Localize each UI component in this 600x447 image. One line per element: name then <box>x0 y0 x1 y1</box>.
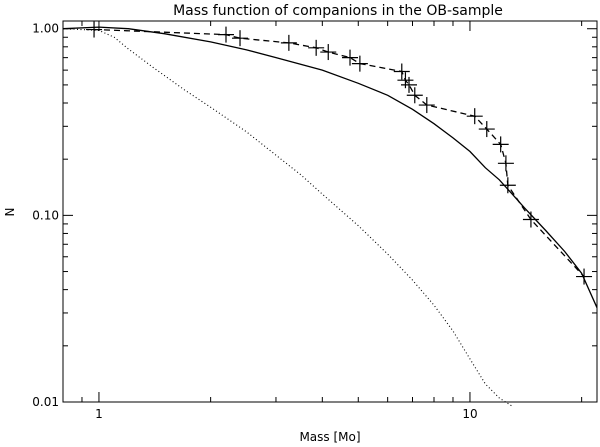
plot-frame <box>62 20 598 403</box>
series-2-line <box>62 28 513 407</box>
axis-ticks <box>62 21 597 403</box>
plus-marker <box>406 87 423 104</box>
plus-marker <box>400 76 417 93</box>
y-tick-label: 1.00 <box>32 22 59 36</box>
plus-marker <box>351 55 368 72</box>
plus-marker <box>492 136 509 153</box>
chart-title: Mass function of companions in the OB-sa… <box>173 3 503 19</box>
plus-marker <box>576 268 593 285</box>
plus-marker <box>342 49 359 66</box>
plus-marker <box>418 97 435 114</box>
plus-marker <box>217 26 234 43</box>
y-tick-label: 0.01 <box>32 395 59 409</box>
plus-marker <box>397 72 414 89</box>
x-axis-label: Mass [Mo] <box>299 430 360 444</box>
x-tick-label: 10 <box>462 407 477 421</box>
plus-marker <box>393 63 410 80</box>
plus-marker <box>497 155 514 172</box>
plus-marker <box>86 21 103 38</box>
plus-marker <box>308 39 325 56</box>
series-layer <box>62 26 598 407</box>
y-tick-label: 0.10 <box>32 208 59 222</box>
plus-marker <box>320 44 337 61</box>
series-0-line <box>93 28 585 278</box>
plus-marker <box>522 211 539 228</box>
markers-layer <box>86 21 593 285</box>
plus-marker <box>280 34 297 51</box>
plus-marker <box>478 121 495 138</box>
plus-marker <box>499 177 516 194</box>
axis-tick-labels: 1 10 0.01 0.10 1.00 <box>32 22 477 421</box>
y-axis-label: N <box>3 208 17 217</box>
plus-marker <box>232 30 249 47</box>
series-1-line <box>62 26 598 308</box>
x-tick-label: 1 <box>95 407 103 421</box>
plus-marker <box>466 108 483 125</box>
